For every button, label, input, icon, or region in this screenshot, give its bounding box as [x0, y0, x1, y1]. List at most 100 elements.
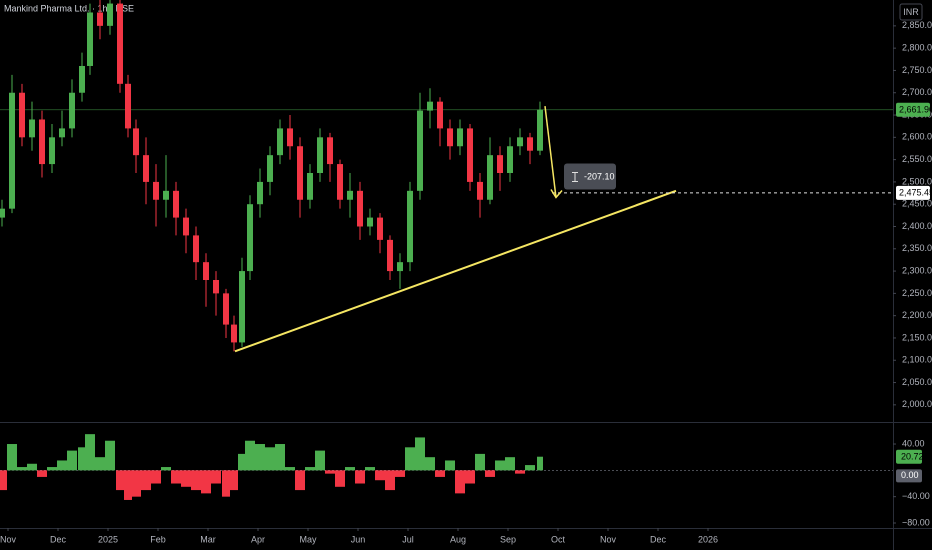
target-box [896, 185, 930, 200]
zero-label: 0.00 [901, 470, 919, 480]
candle-body [287, 128, 293, 147]
oscillator-bar [295, 470, 305, 491]
candle-body [387, 239, 393, 272]
y-tick-label: 40.00 [902, 438, 925, 448]
candle-body [537, 109, 543, 151]
y-tick-label: 2,300.00 [902, 265, 932, 275]
candle-body [497, 155, 503, 173]
oscillator-bar [255, 444, 265, 471]
candle-body [173, 190, 179, 218]
candle-body [125, 83, 131, 129]
candle-body [407, 190, 413, 263]
y-tick-label: 2,550.00 [902, 154, 932, 164]
oscillator-bar [425, 457, 435, 471]
last-value-label: 20.72 [901, 452, 924, 462]
x-tick-label: Sep [500, 534, 516, 544]
oscillator-bar [305, 467, 315, 471]
oscillator-bar [515, 470, 525, 474]
x-tick-label: 2026 [698, 534, 718, 544]
oscillator-bar [335, 470, 345, 487]
oscillator-bar [375, 470, 385, 481]
candle-body [487, 155, 493, 200]
candle-body [437, 101, 443, 129]
candle-body [183, 217, 189, 236]
oscillator-bar [161, 467, 171, 471]
x-tick-label: Mar [200, 534, 216, 544]
candle-body [527, 137, 533, 151]
oscillator-bar [95, 457, 105, 471]
oscillator-bar [405, 447, 415, 471]
candle-body [447, 128, 453, 147]
y-tick-label: 2,600.00 [902, 132, 932, 142]
y-tick-label: −80.00 [902, 517, 930, 527]
x-tick-label: Jul [402, 534, 414, 544]
oscillator-bar [537, 456, 543, 471]
oscillator-bar [0, 470, 7, 491]
candle-body [337, 164, 343, 200]
target-label: 2,475.45 [899, 188, 932, 198]
oscillator-bar [171, 470, 181, 484]
candle-body [347, 190, 353, 200]
oscillator-bar [131, 470, 141, 497]
x-tick-label: Nov [0, 534, 16, 544]
last-value-box [896, 449, 922, 464]
y-tick-label: 2,000.00 [902, 399, 932, 409]
oscillator-bar [85, 434, 95, 471]
oscillator-bar [265, 447, 275, 471]
candle-body [467, 128, 473, 182]
candle-body [79, 65, 85, 93]
candle-body [0, 208, 6, 218]
trendline [234, 189, 677, 353]
candle-body [107, 3, 113, 26]
candle-body [267, 155, 273, 182]
oscillator-bar [124, 470, 132, 500]
oscillator-bar [525, 465, 535, 471]
oscillator-bar [17, 467, 27, 471]
oscillator-bar [505, 457, 515, 471]
oscillator-bar [485, 470, 495, 477]
candle-body [19, 92, 25, 138]
oscillator-bar [415, 437, 425, 471]
candle-body [417, 110, 423, 191]
candle-body [39, 119, 45, 165]
candle-body [87, 12, 93, 66]
oscillator-bar [201, 470, 211, 494]
x-tick-label: Aug [450, 534, 466, 544]
oscillator-bar [445, 460, 455, 471]
oscillator-bar [116, 470, 124, 491]
candle-body [327, 137, 333, 165]
currency[interactable]: INR [903, 7, 919, 17]
candle-body [49, 137, 55, 165]
candle-body [277, 128, 283, 156]
y-tick-label: 2,350.00 [902, 243, 932, 253]
oscillator-bar [315, 450, 325, 471]
y-tick-label: 2,100.00 [902, 355, 932, 365]
oscillator-bar [37, 470, 47, 477]
candle-body [69, 92, 75, 129]
oscillator-bar [238, 453, 246, 471]
currency-box[interactable] [899, 3, 923, 21]
oscillator-bar [67, 450, 77, 471]
y-tick-label: 2,800.00 [902, 43, 932, 53]
y-tick-label: 2,450.00 [902, 199, 932, 209]
oscillator-bar [355, 470, 365, 484]
oscillator-bar [222, 470, 230, 497]
oscillator-bar [105, 440, 115, 471]
candle-body [239, 271, 245, 343]
y-tick-label: 2,200.00 [902, 310, 932, 320]
y-tick-label: 2,250.00 [902, 288, 932, 298]
oscillator-bar [395, 470, 405, 477]
x-tick-label: Oct [551, 534, 566, 544]
candle-body [457, 128, 463, 147]
candle-body [477, 181, 483, 200]
candle-body [223, 293, 229, 325]
candle-body [163, 190, 169, 200]
x-tick-label: Nov [600, 534, 617, 544]
candle-body [133, 128, 139, 156]
oscillator-bar [211, 470, 221, 484]
oscillator-bar [141, 470, 151, 491]
candle-body [517, 137, 523, 147]
oscillator-bar [325, 470, 335, 474]
